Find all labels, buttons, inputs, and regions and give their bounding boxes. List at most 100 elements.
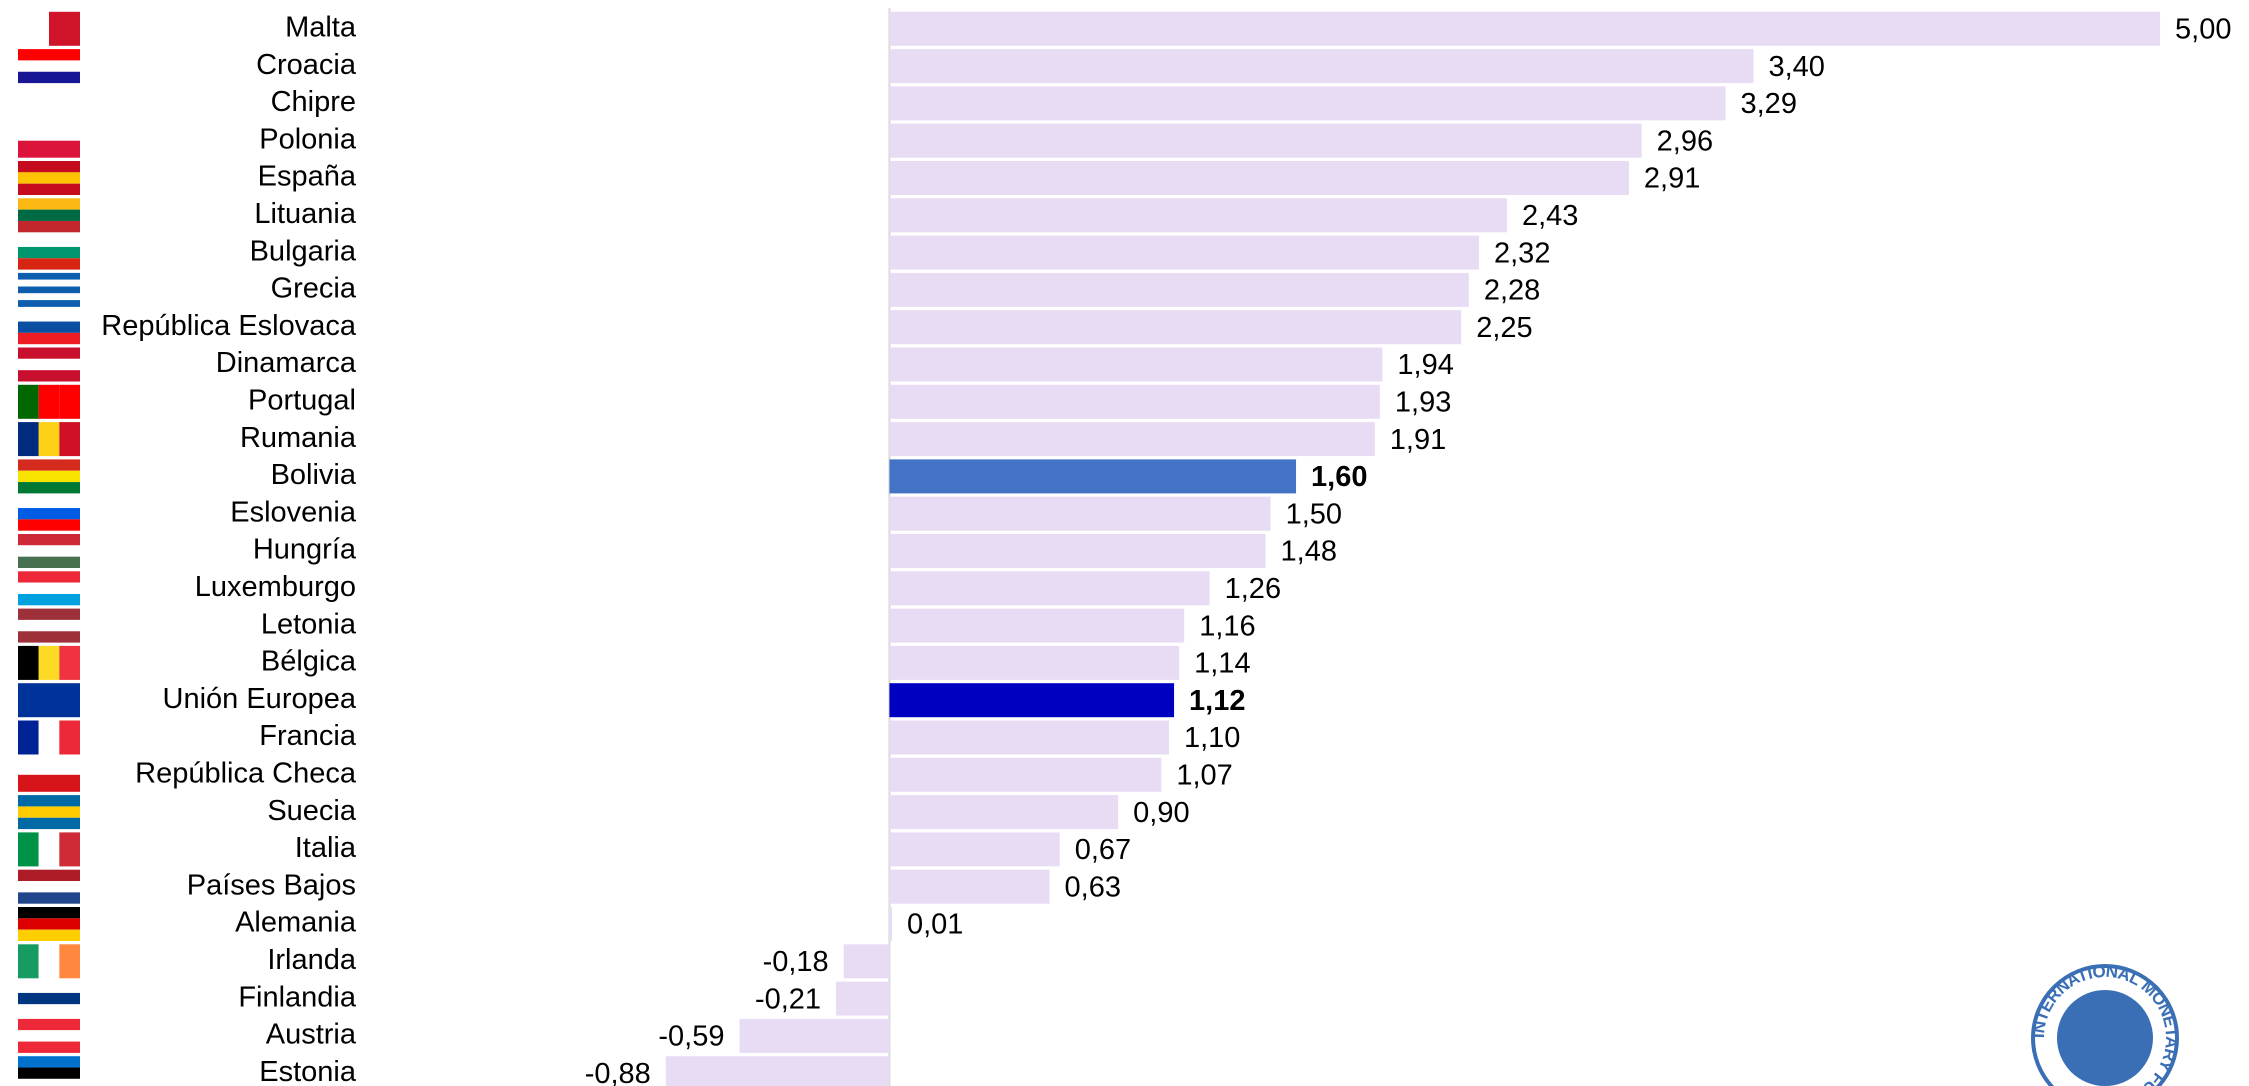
category-label: Malta [285, 11, 357, 43]
flag-stripe [18, 534, 80, 546]
value-label: 2,91 [1644, 163, 1700, 195]
bar [889, 86, 1726, 121]
flag-stripe [18, 869, 80, 882]
bar [889, 161, 1629, 195]
flag-stripe [18, 992, 80, 1005]
flag-stripe [18, 508, 80, 520]
flag-stripe [18, 545, 80, 557]
category-label: Italia [295, 832, 357, 864]
category-label: Luxemburgo [195, 571, 356, 603]
value-label: 0,63 [1065, 871, 1121, 903]
value-label: -0,21 [755, 983, 821, 1015]
value-label: 1,16 [1199, 610, 1255, 642]
flag-stripe [18, 49, 80, 61]
flag-stripe [18, 720, 39, 755]
category-label: España [258, 161, 357, 193]
value-label: 1,14 [1194, 648, 1250, 680]
flag-stripe [18, 209, 80, 221]
flag-stripe [18, 1018, 80, 1031]
flag-stripe [18, 279, 80, 287]
value-label: 2,28 [1484, 275, 1540, 307]
bar [889, 869, 1050, 904]
category-label: Polonia [259, 123, 357, 155]
flag-stripe [18, 593, 80, 606]
category-label: Lituania [254, 198, 356, 230]
flag-stripe [18, 582, 80, 594]
flag-stripe [18, 161, 80, 173]
category-label: Hungría [253, 534, 357, 566]
value-label: 1,60 [1311, 461, 1367, 493]
flag-stripe [18, 370, 80, 382]
category-label: Finlandia [238, 981, 357, 1013]
flag-stripe [49, 11, 80, 46]
category-label: Suecia [267, 795, 357, 827]
category-label: Grecia [271, 273, 357, 305]
flag-stripe [18, 172, 80, 184]
flag-stripe [38, 720, 60, 755]
value-label: 5,00 [2175, 13, 2231, 45]
category-label: República Checa [135, 757, 357, 789]
flag-stripe [18, 496, 80, 509]
flag-stripe [18, 1067, 80, 1079]
flag-stripe [18, 140, 80, 158]
value-label: 0,90 [1133, 797, 1189, 829]
imf-logo: INTERNATIONAL MONETARY FUND [2029, 962, 2181, 1086]
value-label: 1,93 [1395, 386, 1451, 418]
flag-stripe [18, 293, 80, 301]
flag-stripe [18, 11, 49, 46]
flag-stripe [59, 832, 80, 867]
flag-stripe [18, 109, 80, 121]
category-label: Alemania [235, 907, 357, 939]
flag-stripe [18, 1056, 80, 1068]
value-label: -0,88 [585, 1058, 651, 1086]
category-label: Países Bajos [187, 869, 356, 901]
flag-stripe [18, 300, 80, 307]
flag-stripe [18, 918, 80, 930]
bar [889, 272, 1469, 307]
flag-stripe [18, 482, 80, 494]
flag-stripe [38, 384, 60, 419]
flag-stripe [18, 817, 80, 830]
category-label: Austria [266, 1019, 357, 1051]
value-label: 1,10 [1184, 722, 1240, 754]
bar [889, 534, 1266, 568]
flag-stripe [59, 720, 80, 755]
flag-stripe [18, 795, 80, 807]
flag-stripe [38, 422, 60, 457]
value-label: 1,48 [1281, 536, 1337, 568]
bar [889, 645, 1180, 680]
flag-stripe [18, 519, 80, 531]
flag-stripe [18, 981, 80, 993]
flag-stripe [18, 71, 80, 84]
value-label: 1,12 [1189, 685, 1245, 717]
category-label: Letonia [261, 608, 357, 640]
flag-stripe [18, 321, 80, 333]
value-label: 1,94 [1397, 349, 1453, 381]
value-label: 2,43 [1522, 200, 1578, 232]
bar [843, 944, 890, 979]
category-label: Eslovenia [230, 496, 357, 528]
flag-stripe [18, 631, 80, 643]
value-label: 0,67 [1075, 834, 1131, 866]
flag-stripe [18, 619, 80, 632]
flag-stripe [18, 235, 80, 247]
flag-stripe [18, 272, 80, 280]
value-label: 1,26 [1225, 573, 1281, 605]
bar [889, 459, 1297, 494]
flag-stripe [18, 881, 80, 893]
category-label: Chipre [271, 86, 356, 118]
flag-stripe [18, 757, 80, 775]
value-label: -0,59 [658, 1021, 724, 1053]
bar [889, 683, 1175, 718]
bar [889, 832, 1060, 867]
value-label: 1,50 [1286, 498, 1342, 530]
category-label: Bélgica [261, 646, 357, 678]
flag-stripe [38, 832, 60, 867]
flag-stripe [18, 470, 80, 483]
value-label: 2,32 [1494, 237, 1550, 269]
bar [889, 608, 1185, 643]
flag-stripe [18, 123, 80, 141]
plot: Malta 5,00 Croacia 3,40 Chipre 3,29 Polonia 2,9… [18, 8, 2232, 1086]
flag-stripe [18, 97, 80, 110]
category-label: República Eslovaca [101, 310, 357, 342]
